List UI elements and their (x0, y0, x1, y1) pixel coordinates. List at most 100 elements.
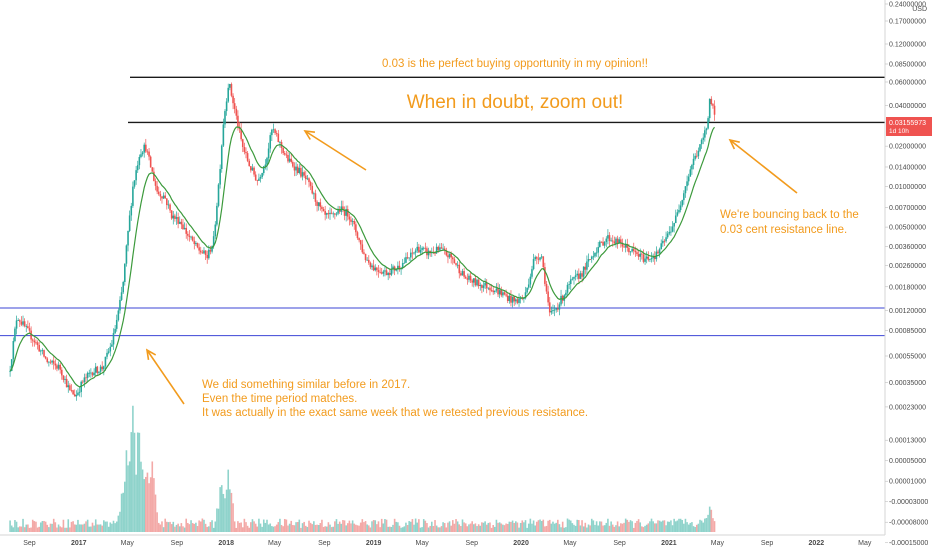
candle-body (471, 280, 473, 283)
volume-bar (477, 524, 480, 532)
time-axis[interactable]: Sep 2017 May Sep 2018 May Sep 2019 May Sep 2020 May… (23, 540, 872, 547)
candle-body (464, 276, 467, 279)
candle-body (325, 213, 328, 215)
volume-bar (214, 521, 217, 532)
candle-body (277, 133, 280, 143)
candle-body (683, 193, 685, 201)
candle-body (589, 259, 591, 260)
volume-bar (259, 523, 262, 532)
candle-body (164, 195, 167, 199)
candle-body (584, 266, 587, 270)
candle-body (537, 258, 540, 260)
candle-body (259, 176, 262, 179)
time-axis-tick: Sep (761, 540, 774, 547)
candle-body (550, 311, 553, 313)
volume-bar (316, 524, 318, 532)
candle-body (416, 246, 419, 251)
candle-body (185, 227, 188, 234)
volume-bar (607, 518, 609, 532)
volume-bar (258, 518, 260, 532)
volume-bar (285, 519, 288, 532)
candle-body (442, 248, 444, 250)
candle-body (52, 360, 55, 364)
candle-body (288, 158, 291, 162)
volume-bar (704, 518, 706, 532)
time-axis-tick: 2018 (218, 540, 234, 547)
volume-bar (96, 524, 99, 532)
volume-bar (69, 527, 71, 532)
volume-bar (290, 520, 293, 532)
volume-bar (277, 522, 280, 532)
candle-body (450, 253, 452, 258)
volume-bar (85, 521, 87, 532)
volume-bar (611, 524, 614, 532)
volume-bar (652, 521, 654, 532)
candle-body (712, 104, 714, 106)
candle-body (603, 242, 606, 246)
candle-body (610, 240, 612, 242)
volume-bar (106, 521, 108, 532)
volume-bar (516, 522, 519, 532)
candle-body (385, 270, 388, 276)
candle-body (222, 124, 225, 146)
candle-body (367, 259, 370, 263)
candle-body (196, 242, 199, 248)
volume-bar (49, 523, 52, 532)
volume-bar (335, 519, 338, 532)
candle-body (566, 284, 569, 293)
candle-body (398, 265, 401, 270)
candle-body (515, 299, 517, 302)
candle-body (413, 252, 415, 254)
candle-body (56, 365, 58, 369)
volume-bar (418, 519, 420, 532)
volume-bar (220, 485, 223, 532)
candle-body (542, 256, 545, 268)
price-axis-tick: 0.00023000 (889, 404, 926, 411)
candle-body (337, 210, 339, 214)
candle-body (248, 160, 251, 167)
volume-bar (293, 525, 296, 532)
volume-bar (571, 523, 574, 532)
price-axis-tick: 0.00700000 (889, 205, 926, 212)
candle-body (558, 304, 561, 310)
candle-body (503, 292, 506, 295)
candle-body (666, 233, 669, 238)
volume-bar (359, 522, 362, 532)
volume-bar (133, 432, 136, 532)
candle-body (51, 360, 53, 363)
volume-bar (484, 521, 486, 532)
volume-bar (240, 522, 242, 532)
volume-bar (288, 523, 291, 532)
volume-bar (30, 527, 32, 532)
candle-body (372, 265, 375, 271)
price-axis[interactable]: 0.24000000 0.17000000 0.12000000 0.08500000… (885, 2, 928, 548)
candle-body (644, 258, 646, 262)
volume-bar (309, 522, 312, 532)
volume-bar (466, 526, 469, 532)
candle-body (298, 167, 301, 174)
volume-bar (650, 518, 653, 532)
candle-body (111, 344, 113, 347)
candle-body (204, 250, 207, 255)
candle-body (300, 167, 302, 177)
candle-body (10, 359, 13, 371)
candle-body (235, 108, 238, 116)
volume-bar (224, 498, 226, 532)
candle-body (557, 308, 559, 310)
volume-bar (673, 518, 675, 532)
candle-body (490, 290, 493, 291)
volume-bar (702, 522, 705, 532)
volume-bar (196, 526, 199, 532)
candle-body (686, 181, 688, 187)
candle-body (363, 252, 365, 254)
candle-body (324, 211, 326, 215)
volume-bar (44, 521, 47, 532)
candle-body (500, 290, 503, 296)
volume-bar (238, 522, 241, 532)
volume-bar (636, 520, 638, 532)
volume-bar (109, 522, 112, 532)
candle-body (356, 232, 359, 239)
candle-body (489, 287, 491, 291)
volume-bar (86, 519, 89, 532)
